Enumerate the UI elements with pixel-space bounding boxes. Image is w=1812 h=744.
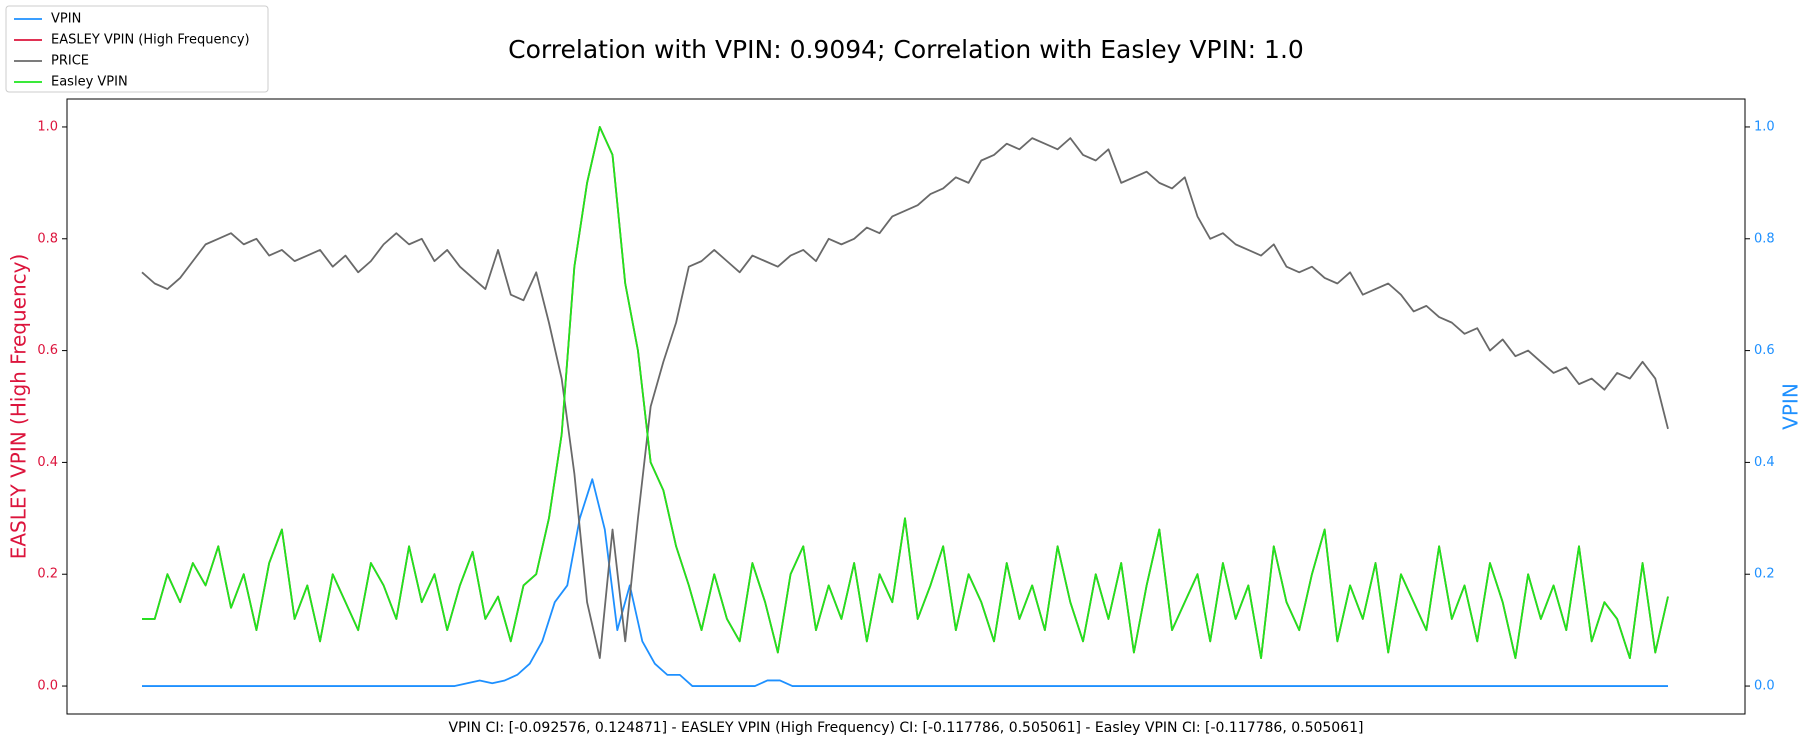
y-tick-label: 0.8: [37, 231, 58, 246]
y2-tick-label: 0.6: [1754, 343, 1775, 358]
series-line: [142, 478, 1668, 687]
y-tick-label: 0.2: [37, 567, 58, 582]
y-axis-label: EASLEY VPIN (High Frequency): [7, 254, 31, 560]
y-tick-label: 1.0: [37, 119, 58, 134]
y2-tick-label: 0.2: [1754, 567, 1775, 582]
y-tick-label: 0.4: [37, 455, 58, 470]
y2-tick-label: 0.0: [1754, 679, 1775, 694]
y2-tick-label: 0.4: [1754, 455, 1775, 470]
chart-title: Correlation with VPIN: 0.9094; Correlati…: [508, 35, 1304, 64]
y-tick-label: 0.0: [37, 679, 58, 694]
series-line: [141, 137, 1669, 659]
caption: VPIN CI: [-0.092576, 0.124871] - EASLEY …: [448, 720, 1363, 736]
legend-label: Easley VPIN: [51, 75, 128, 90]
legend-box: [5, 5, 269, 93]
y2-axis-label: VPIN: [1779, 383, 1803, 430]
plot-frame: [66, 98, 1746, 715]
series-line: [142, 126, 1669, 659]
legend-label: EASLEY VPIN (High Frequency): [51, 33, 250, 48]
y2-tick-label: 0.8: [1754, 231, 1775, 246]
legend-label: VPIN: [51, 12, 81, 27]
y-tick-label: 0.6: [37, 343, 58, 358]
legend-label: PRICE: [51, 54, 89, 69]
y2-tick-label: 1.0: [1754, 119, 1775, 134]
